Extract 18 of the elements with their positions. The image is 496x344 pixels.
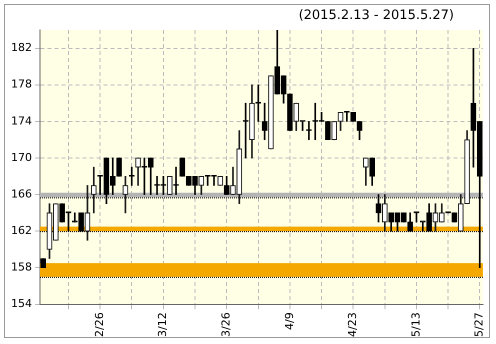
- x-tick-label: 3/12: [156, 312, 170, 337]
- candlestick: [173, 166, 179, 195]
- x-tick-label: 3/26: [220, 312, 233, 337]
- x-tick-label: 5/27: [472, 312, 486, 337]
- y-tick-label: 182: [10, 41, 32, 54]
- x-tick-label: 4/23: [346, 312, 360, 337]
- x-tick-label: 2/26: [92, 312, 106, 337]
- x-tick-label: 4/9: [282, 312, 296, 330]
- y-tick-label: 170: [10, 150, 32, 164]
- x-tick-label: 5/13: [409, 312, 422, 337]
- y-tick-label: 158: [10, 260, 32, 274]
- y-tick-label: 154: [10, 297, 32, 310]
- y-tick-label: 162: [10, 224, 32, 238]
- y-tick-label: 174: [10, 114, 32, 128]
- chart-subtitle: (2015.2.13 - 2015.5.27): [298, 8, 454, 23]
- y-tick-label: 178: [10, 78, 32, 91]
- y-tick-label: 166: [10, 187, 32, 200]
- candlestick: [300, 120, 306, 131]
